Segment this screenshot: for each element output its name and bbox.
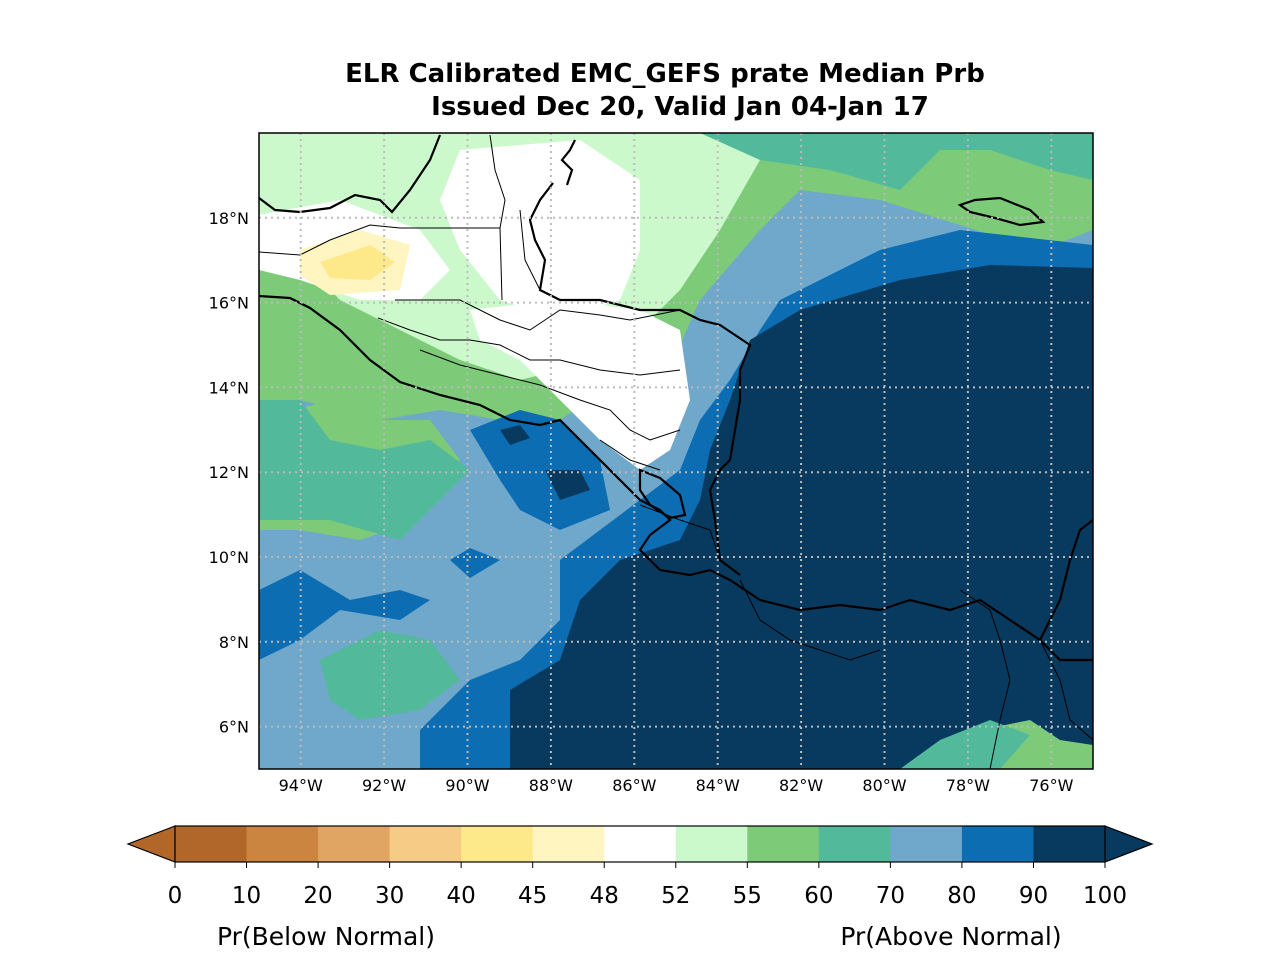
colorbar-bin xyxy=(389,826,462,862)
colorbar-extend-low xyxy=(126,825,176,863)
longitude-ticks: 94°W 92°W 90°W 88°W 86°W 84°W 82°W 80°W 78°W 76°W xyxy=(279,776,1074,795)
colorbar-frame xyxy=(174,825,1106,863)
colorbar-bin xyxy=(604,826,677,862)
latitude-ticks: 18°N 16°N 14°N 12°N 10°N 8°N 6°N xyxy=(209,209,249,737)
colorbar-label-below: Pr(Below Normal) xyxy=(217,922,435,951)
lat-tick-label: 18°N xyxy=(209,209,249,228)
chart-title-line1: ELR Calibrated EMC_GEFS prate Median Prb xyxy=(345,59,985,89)
map-frame xyxy=(258,132,1094,770)
probability-fill xyxy=(259,133,1093,769)
lon-tick-label: 82°W xyxy=(779,776,823,795)
map-panel xyxy=(259,133,1093,769)
chart-title-line2: Issued Dec 20, Valid Jan 04-Jan 17 xyxy=(431,92,929,122)
colorbar-tick-label: 20 xyxy=(303,883,332,909)
fill-region-60-70-pacific xyxy=(259,400,470,540)
colorbar-bin xyxy=(818,826,891,862)
colorbar-tick-label: 45 xyxy=(518,883,547,909)
colorbar-bin xyxy=(532,826,605,862)
political-borders xyxy=(259,134,1093,769)
lat-tick-label: 10°N xyxy=(209,548,249,567)
colorbar-bin xyxy=(246,826,319,862)
colorbar-tick-label: 55 xyxy=(733,883,762,909)
fill-region-90-100-gulf xyxy=(545,470,590,500)
fill-region-80-90-gulf xyxy=(470,410,610,530)
colorbar-bin xyxy=(461,826,534,862)
coastlines xyxy=(259,134,1093,662)
fill-region-80-90-west xyxy=(259,570,430,660)
lon-tick-label: 80°W xyxy=(862,776,906,795)
colorbar-tick-label: 10 xyxy=(232,883,261,909)
lon-tick-label: 94°W xyxy=(279,776,323,795)
colorbar-tick-label: 70 xyxy=(876,883,905,909)
colorbar: 0 10 20 30 40 45 48 52 55 60 70 80 90 100 xyxy=(126,825,1154,909)
colorbar-extend-high xyxy=(1104,825,1154,863)
colorbar-tick-label: 90 xyxy=(1019,883,1048,909)
fill-region-48-52-north xyxy=(440,140,640,320)
colorbar-bin xyxy=(890,826,963,862)
lat-tick-label: 8°N xyxy=(219,633,249,652)
colorbar-bin xyxy=(175,826,248,862)
fill-region-60-70-south xyxy=(320,630,460,720)
lat-tick-label: 16°N xyxy=(209,294,249,313)
lat-tick-label: 12°N xyxy=(209,463,249,482)
lon-tick-label: 92°W xyxy=(362,776,406,795)
colorbar-tick-label: 30 xyxy=(375,883,404,909)
colorbar-tick-label: 100 xyxy=(1083,883,1127,909)
fill-region-80-90-small xyxy=(450,548,500,578)
colorbar-bin xyxy=(1033,826,1106,862)
colorbar-tick-label: 60 xyxy=(804,883,833,909)
lat-tick-label: 14°N xyxy=(209,378,249,397)
lon-tick-label: 76°W xyxy=(1029,776,1073,795)
fill-region-60-70 xyxy=(700,133,1093,190)
colorbar-tick-label: 48 xyxy=(590,883,619,909)
colorbar-bin xyxy=(318,826,391,862)
lon-tick-label: 88°W xyxy=(529,776,573,795)
lon-tick-label: 78°W xyxy=(946,776,990,795)
lon-tick-label: 90°W xyxy=(445,776,489,795)
colorbar-bin xyxy=(747,826,820,862)
gridlines xyxy=(259,133,1093,769)
colorbar-tick-label: 40 xyxy=(447,883,476,909)
lon-tick-label: 86°W xyxy=(612,776,656,795)
lat-tick-label: 6°N xyxy=(219,718,249,737)
fill-region-90-100-small xyxy=(500,425,530,445)
colorbar-tick-label: 52 xyxy=(661,883,690,909)
fill-region-40-45 xyxy=(320,245,395,280)
lon-tick-label: 84°W xyxy=(696,776,740,795)
colorbar-tick-label: 0 xyxy=(168,883,183,909)
colorbar-label-above: Pr(Above Normal) xyxy=(840,922,1061,951)
colorbar-bin xyxy=(675,826,748,862)
colorbar-bin xyxy=(961,826,1034,862)
colorbar-tick-label: 80 xyxy=(947,883,976,909)
